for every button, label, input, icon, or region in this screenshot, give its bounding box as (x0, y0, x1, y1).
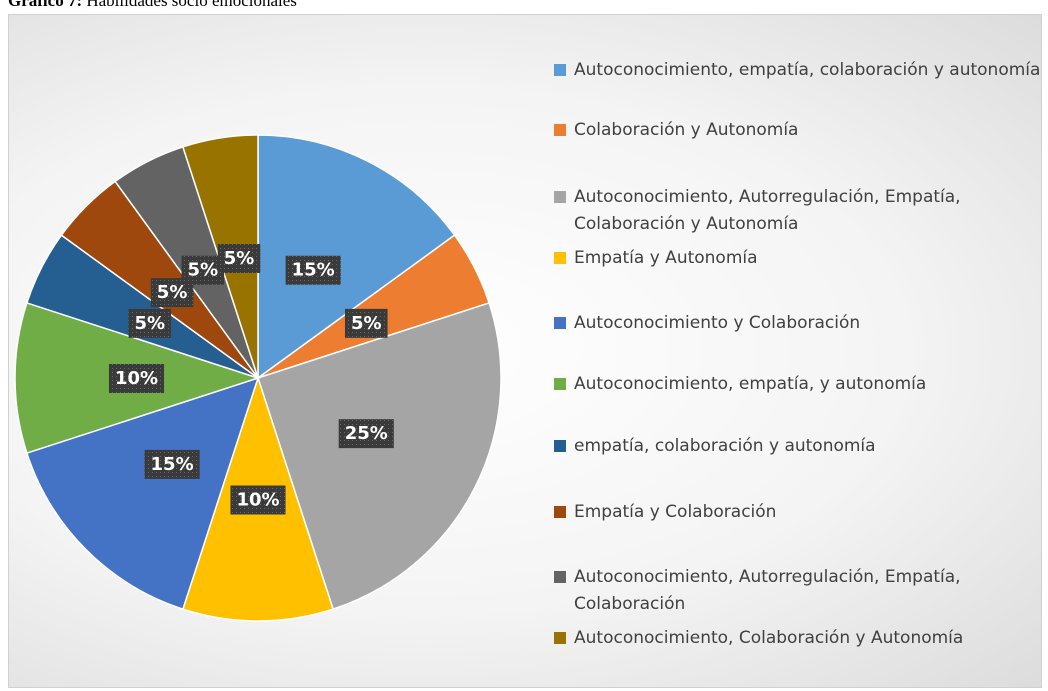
legend-swatch (554, 252, 566, 264)
data-label: 5% (188, 260, 219, 281)
data-label: 5% (134, 313, 165, 334)
legend-swatch (554, 571, 566, 583)
legend-label: Autoconocimiento, empatía, y autonomía (574, 374, 927, 394)
legend-swatch (554, 64, 566, 76)
legend-swatch (554, 378, 566, 390)
legend-swatch (554, 124, 566, 136)
data-label-box (230, 485, 286, 515)
data-label-box (144, 449, 200, 479)
legend-label: Empatía y Autonomía (574, 248, 758, 268)
title-text: Habilidades socio emocionales (86, 0, 297, 10)
legend-entry: Autoconocimiento, empatía, colaboración … (554, 57, 1044, 84)
legend-entry: empatía, colaboración y autonomía (554, 433, 1044, 460)
legend-entry: Autoconocimiento y Colaboración (554, 310, 1044, 337)
legend-swatch (554, 632, 566, 644)
legend-entry: Empatía y Colaboración (554, 499, 1044, 526)
data-label-box (108, 364, 165, 393)
legend-label: Autoconocimiento, Autorregulación, Empat… (574, 187, 961, 234)
legend-label: Autoconocimiento, Colaboración y Autonom… (574, 628, 964, 648)
data-label-box (128, 308, 172, 338)
legend-label: Colaboración y Autonomía (574, 120, 799, 140)
legend-label: Empatía y Colaboración (574, 502, 777, 522)
legend-entry: Autoconocimiento, Colaboración y Autonom… (554, 625, 1044, 652)
legend-label: Autoconocimiento, Autorregulación, Empat… (574, 567, 961, 614)
data-label-box (344, 308, 388, 338)
legend-swatch (554, 440, 566, 452)
pie-slice (257, 134, 456, 380)
data-label: 25% (345, 423, 388, 444)
data-label-box (285, 255, 341, 285)
chart-title: Gráfico 7: Habilidades socio emocionales (8, 0, 297, 11)
data-label: 5% (224, 248, 255, 269)
legend-entry: Empatía y Autonomía (554, 245, 1044, 272)
data-label: 10% (115, 368, 158, 389)
data-label: 5% (351, 313, 382, 334)
legend-entry: Autoconocimiento, Autorregulación, Empat… (554, 184, 1044, 238)
legend-swatch (554, 191, 566, 203)
data-label-box (338, 419, 394, 449)
legend-entry: Autoconocimiento, Autorregulación, Empat… (554, 564, 1044, 618)
data-label: 5% (157, 282, 188, 303)
data-label-box (181, 255, 225, 285)
data-label: 15% (151, 454, 194, 475)
data-label-box (217, 243, 261, 273)
legend-label: empatía, colaboración y autonomía (574, 436, 876, 456)
title-prefix: Gráfico 7: (8, 0, 83, 10)
legend-swatch (554, 317, 566, 329)
pie-slice (257, 301, 502, 611)
pie-slice (25, 376, 260, 611)
legend-label: Autoconocimiento y Colaboración (574, 313, 861, 333)
legend-entry: Colaboración y Autonomía (554, 117, 1044, 144)
data-label: 10% (236, 490, 279, 511)
legend-label: Autoconocimiento, empatía, colaboración … (574, 60, 1041, 80)
legend-entry: Autoconocimiento, empatía, y autonomía (554, 371, 1044, 398)
data-label: 15% (292, 260, 335, 281)
legend-swatch (554, 506, 566, 518)
